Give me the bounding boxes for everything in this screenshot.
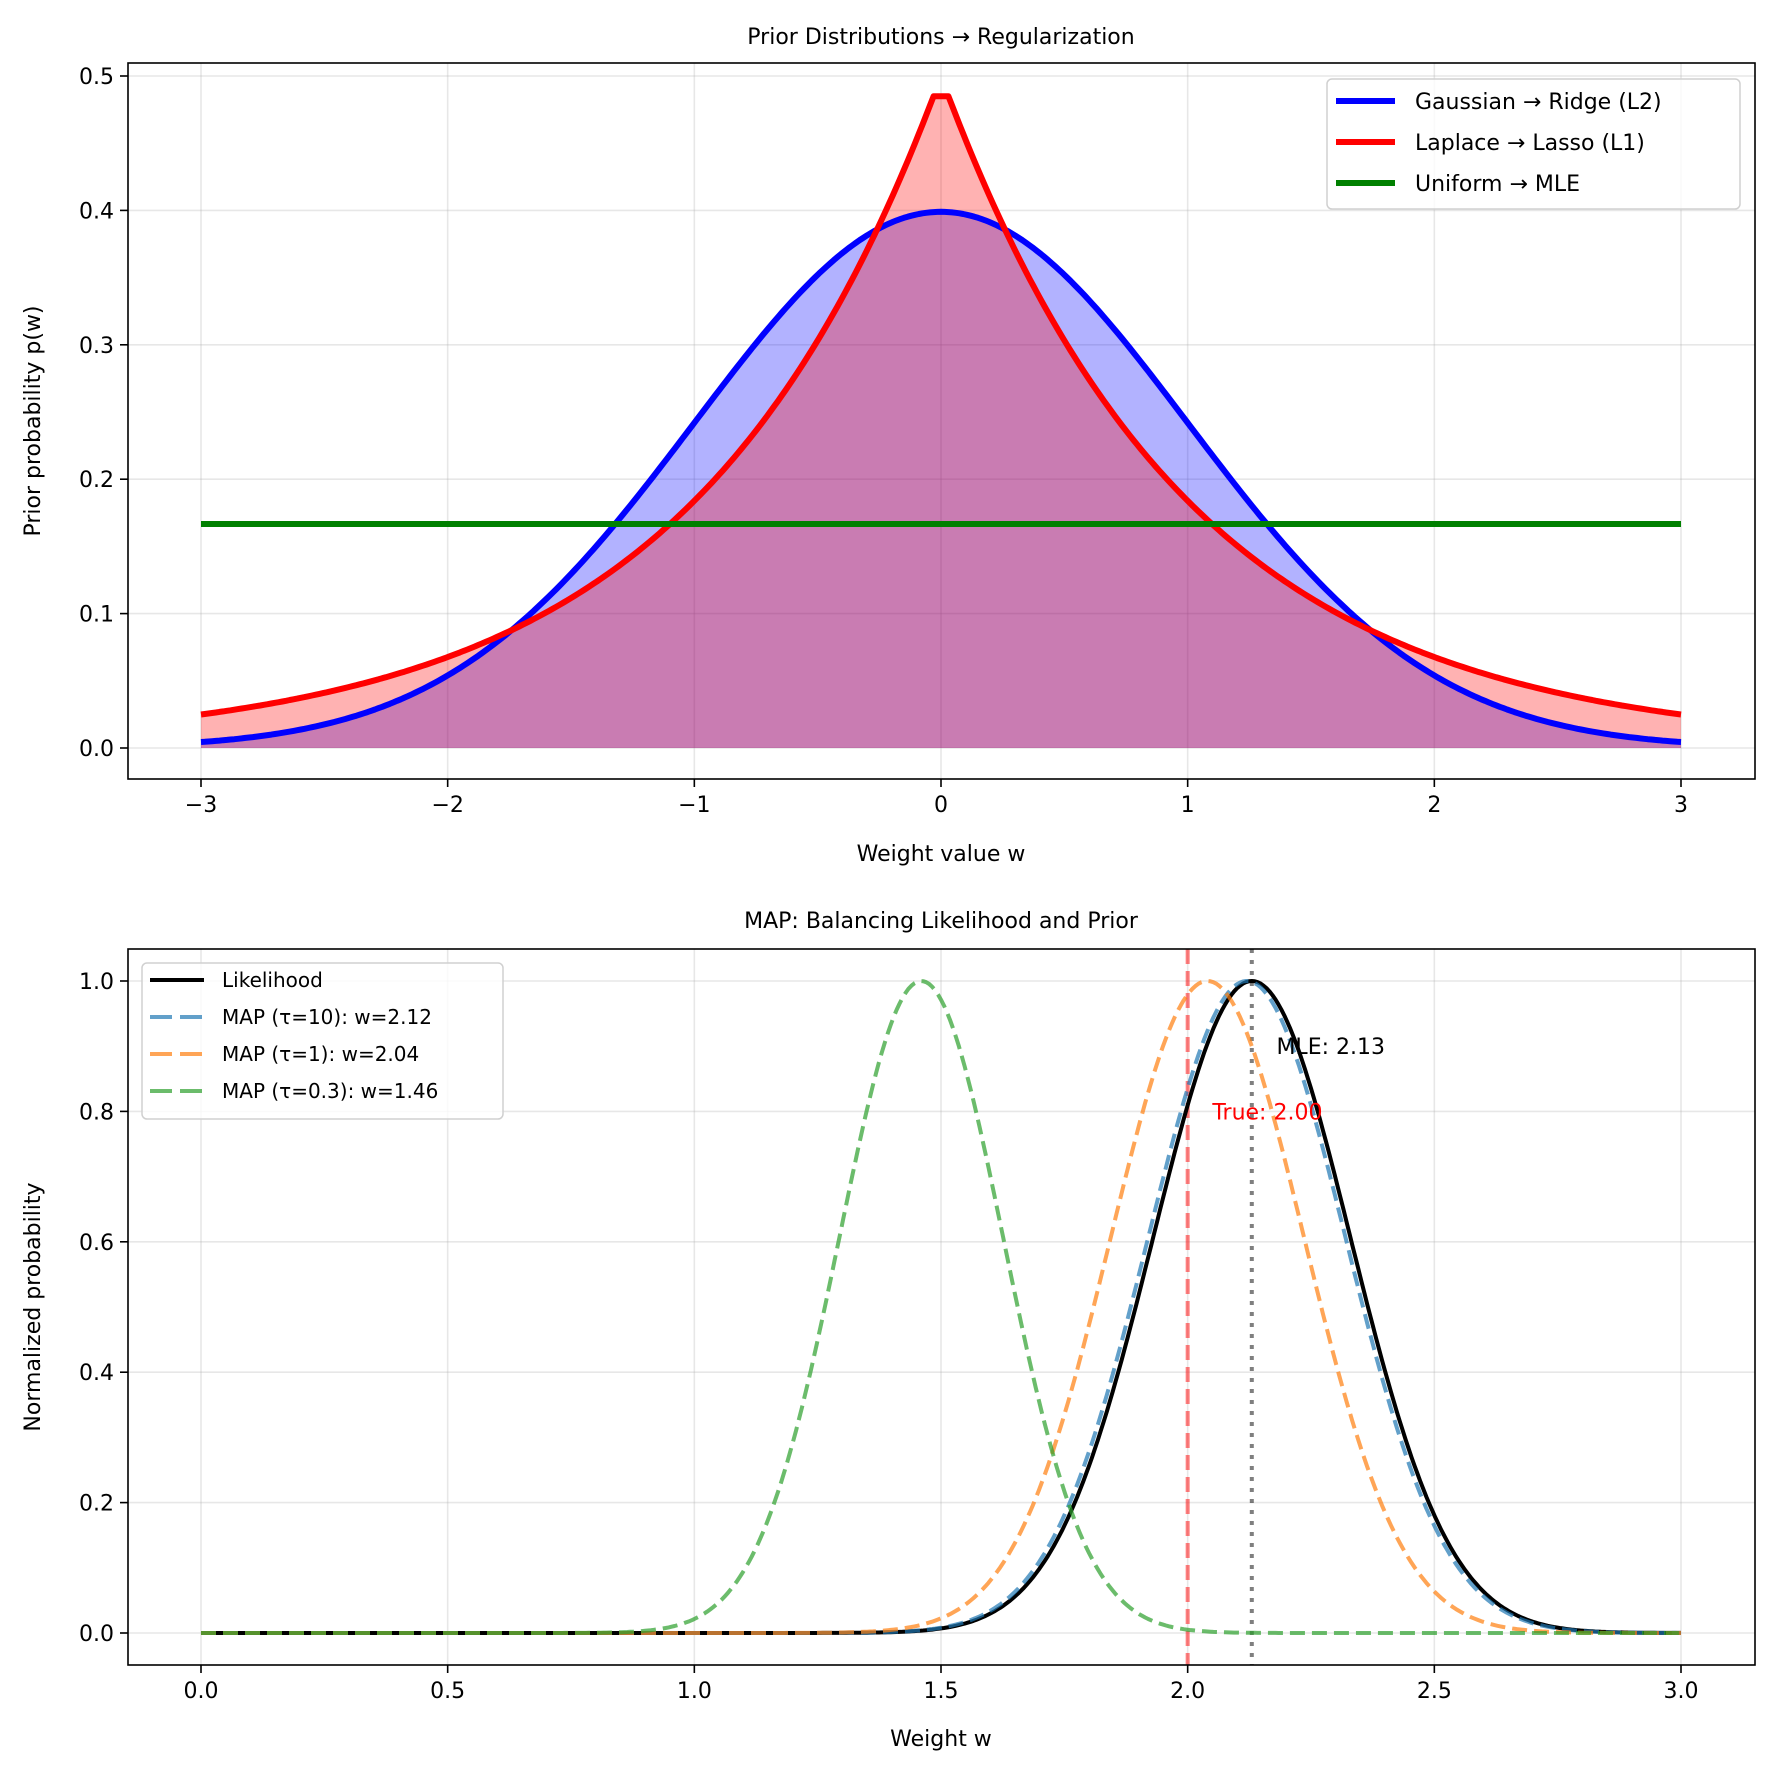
y-tick-label: 0.3 — [79, 334, 114, 359]
legend-box — [1326, 78, 1741, 210]
x-tick-label: 1.5 — [924, 1679, 959, 1704]
x-tick-label: 3 — [1674, 793, 1688, 818]
legend[interactable]: Gaussian → Ridge (L2) Laplace → Lasso (L1… — [1326, 78, 1741, 210]
legend-label: Laplace → Lasso (L1) — [1415, 131, 1645, 156]
series-line — [200, 208, 1682, 745]
series-line — [201, 979, 1681, 1635]
series-line — [200, 93, 1682, 718]
x-tick-label: 1.0 — [677, 1679, 712, 1704]
legend-label: MAP (τ=10): w=2.12 — [222, 1005, 432, 1029]
y-axis: 0.0 0.1 0.2 0.3 0.4 0.5 — [79, 65, 128, 762]
chart-title: MAP: Balancing Likelihood and Prior — [744, 909, 1139, 934]
map-balancing-chart: MAP: Balancing Likelihood and Prior MLE:… — [21, 909, 1756, 1752]
prior-distributions-chart: Prior Distributions → Regularization −3−… — [21, 25, 1756, 867]
y-tick-label: 0.2 — [79, 1492, 114, 1517]
y-tick-label: 0.6 — [79, 1231, 114, 1256]
legend-label: MAP (τ=0.3): w=1.46 — [222, 1079, 438, 1103]
x-tick-label: 0.5 — [430, 1679, 465, 1704]
x-tick-label: 1 — [1181, 793, 1195, 818]
x-tick-label: 0 — [934, 793, 948, 818]
y-axis: 0.0 0.2 0.4 0.6 0.8 1.0 — [79, 970, 128, 1647]
y-tick-label: 0.1 — [79, 603, 114, 628]
area-fill — [201, 211, 1681, 749]
chart-title: Prior Distributions → Regularization — [747, 25, 1134, 50]
y-tick-label: 0.0 — [79, 737, 114, 762]
mle-annotation: MLE: 2.13 — [1276, 1035, 1385, 1060]
legend[interactable]: Likelihood MAP (τ=10): w=2.12 MAP (τ=1): w… — [141, 962, 504, 1120]
x-tick-label: −3 — [185, 793, 217, 818]
legend-label: MAP (τ=1): w=2.04 — [222, 1042, 419, 1066]
y-tick-label: 1.0 — [79, 970, 114, 995]
legend-label: Uniform → MLE — [1415, 172, 1580, 197]
y-tick-label: 0.0 — [79, 1622, 114, 1647]
x-tick-label: 2 — [1427, 793, 1441, 818]
x-tick-label: 3.0 — [1664, 1679, 1699, 1704]
x-axis: −3 −2 −1 0 1 2 3 — [185, 779, 1688, 818]
legend-label: Likelihood — [222, 968, 323, 992]
x-tick-label: 0.0 — [184, 1679, 219, 1704]
x-tick-label: −2 — [431, 793, 463, 818]
x-tick-label: −1 — [678, 793, 710, 818]
y-tick-label: 0.2 — [79, 468, 114, 493]
true-annotation: True: 2.00 — [1211, 1100, 1322, 1125]
plot-area — [200, 93, 1682, 749]
x-tick-label: 2.0 — [1170, 1679, 1205, 1704]
y-tick-label: 0.4 — [79, 199, 114, 224]
area-fill — [201, 96, 1681, 748]
x-tick-label: 2.5 — [1417, 1679, 1452, 1704]
legend-label: Gaussian → Ridge (L2) — [1415, 90, 1662, 115]
x-axis-label: Weight value w — [857, 842, 1026, 867]
y-tick-label: 0.5 — [79, 65, 114, 90]
x-axis: 0.0 0.5 1.0 1.5 2.0 2.5 3.0 — [184, 1665, 1699, 1704]
plot-area: MLE: 2.13 True: 2.00 — [201, 949, 1681, 1665]
y-axis-label: Prior probability p(w) — [21, 305, 46, 536]
y-tick-label: 0.8 — [79, 1100, 114, 1125]
x-axis-label: Weight w — [890, 1727, 992, 1752]
y-tick-label: 0.4 — [79, 1361, 114, 1386]
legend-box — [141, 962, 504, 1120]
y-axis-label: Normalized probability — [21, 1182, 46, 1431]
